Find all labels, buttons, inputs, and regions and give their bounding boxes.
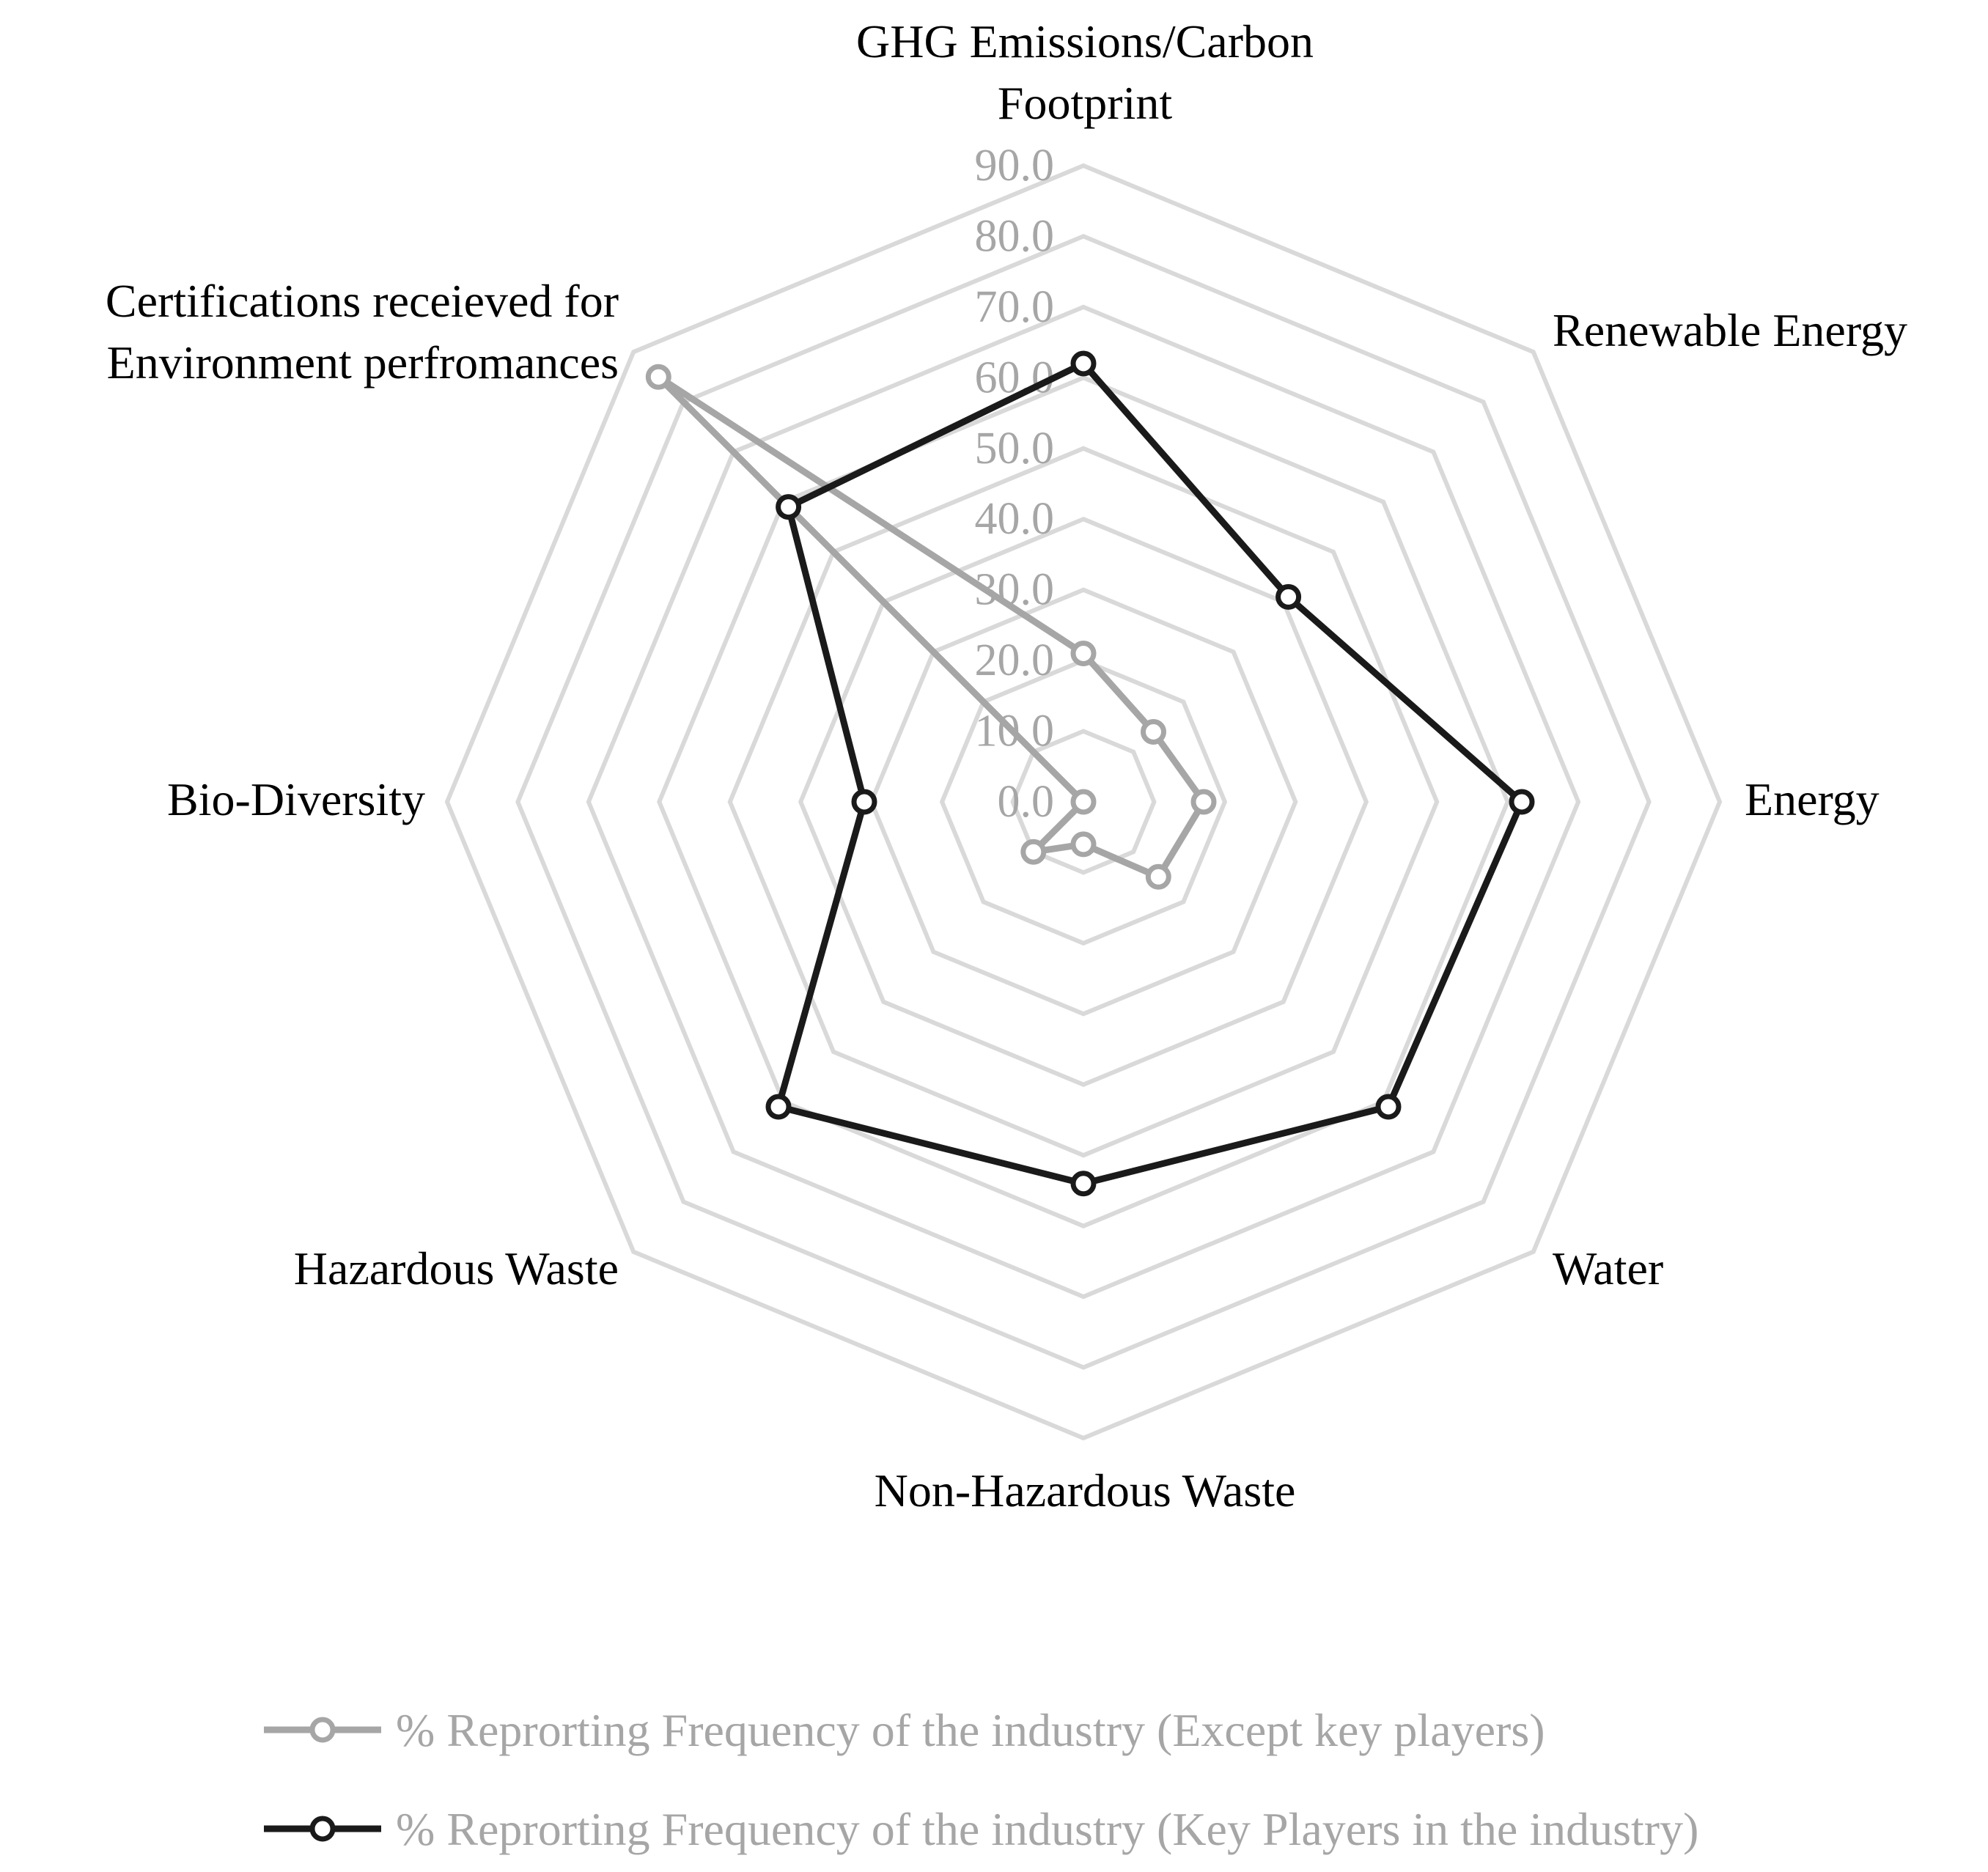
axis-labels: GHG Emissions/Carbon Footprint Renewable E… xyxy=(106,15,1907,1517)
grid-ring-3 xyxy=(869,587,1298,1017)
legend-item: % Reprorting Frequency of the industry (… xyxy=(264,1704,1545,1756)
series-line xyxy=(655,373,1207,880)
data-point xyxy=(1375,1094,1402,1120)
tick-label: 0.0 xyxy=(998,777,1055,827)
series-2 xyxy=(765,350,1535,1197)
data-point xyxy=(776,494,802,520)
axis-label: Renewable Energy xyxy=(1553,304,1907,356)
radial-tick-labels: 0.010.020.030.040.050.060.070.080.090.0 xyxy=(975,141,1055,827)
data-point xyxy=(1020,839,1047,865)
axis-label: GHG Emissions/Carbon xyxy=(856,15,1314,67)
axis-label: Non-Hazardous Waste xyxy=(875,1464,1296,1517)
tick-label: 50.0 xyxy=(975,424,1055,473)
grid-ring-1 xyxy=(1010,729,1157,875)
axis-label: Bio-Diversity xyxy=(167,773,425,825)
tick-label: 20.0 xyxy=(975,635,1055,685)
grid-ring-6 xyxy=(657,375,1510,1228)
legend-item: % Reprorting Frequency of the industry (… xyxy=(264,1803,1698,1855)
legend-swatch-marker xyxy=(309,1717,336,1743)
series-layer xyxy=(645,350,1535,1197)
grid-ring-2 xyxy=(939,657,1228,946)
tick-label: 70.0 xyxy=(975,282,1055,332)
axis-label: Water xyxy=(1553,1242,1663,1294)
tick-label: 90.0 xyxy=(975,141,1055,191)
data-point xyxy=(1070,789,1097,815)
data-point xyxy=(645,364,671,390)
legend: % Reprorting Frequency of the industry (… xyxy=(264,1704,1698,1855)
legend-label: % Reprorting Frequency of the industry (… xyxy=(396,1704,1545,1756)
data-point xyxy=(1070,350,1097,377)
data-point xyxy=(765,1094,792,1120)
data-point xyxy=(1145,863,1171,890)
data-point xyxy=(1190,789,1217,815)
legend-label: % Reprorting Frequency of the industry (… xyxy=(396,1803,1698,1855)
axis-label: Environment perfromances xyxy=(107,336,619,388)
data-point xyxy=(1070,831,1097,858)
axis-label: Certifications receieved for xyxy=(106,275,619,327)
grid-ring-7 xyxy=(586,304,1581,1300)
grid-ring-9 xyxy=(444,163,1723,1441)
legend-swatch-marker xyxy=(309,1816,336,1842)
series-1 xyxy=(645,364,1217,890)
data-point xyxy=(1275,583,1302,610)
axis-label: Footprint xyxy=(998,77,1172,129)
data-point xyxy=(1070,641,1097,666)
tick-label: 40.0 xyxy=(975,494,1055,544)
grid-ring-8 xyxy=(515,234,1652,1370)
data-point xyxy=(1509,789,1535,815)
axis-label: Energy xyxy=(1745,773,1880,825)
grid-ring-4 xyxy=(798,516,1369,1088)
radar-grid xyxy=(444,163,1723,1441)
data-point xyxy=(851,789,877,815)
data-point xyxy=(1141,719,1166,745)
data-point xyxy=(1070,1171,1097,1197)
series-line xyxy=(775,360,1525,1187)
tick-label: 80.0 xyxy=(975,211,1055,261)
grid-ring-5 xyxy=(727,446,1440,1158)
axis-label: Hazardous Waste xyxy=(294,1242,619,1294)
